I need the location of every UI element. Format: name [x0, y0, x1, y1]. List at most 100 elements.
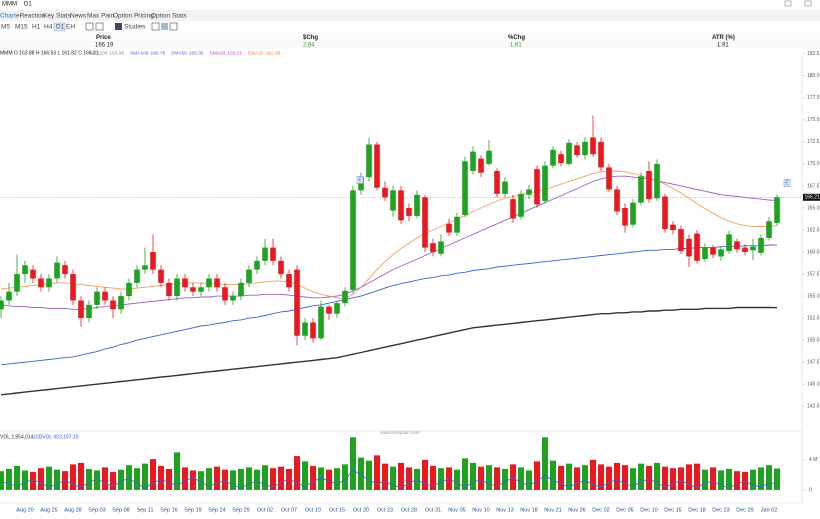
volume-bar	[534, 461, 540, 490]
volume-bar	[406, 467, 412, 490]
volume-bar	[622, 465, 628, 490]
y-tick-label: 170.0	[807, 161, 820, 167]
stat-label: %Chg	[508, 35, 525, 41]
candle-body	[414, 194, 420, 216]
volume-bar	[494, 467, 500, 490]
symbol: MMM	[2, 2, 17, 8]
volume-bar	[438, 468, 444, 490]
candle-body	[366, 144, 372, 178]
x-tick-label: Nov 13	[496, 507, 513, 513]
x-tick-label: Sep 29	[232, 507, 249, 513]
candle-body	[510, 199, 516, 219]
x-tick-label: Oct 07	[281, 507, 297, 513]
stats-bar	[0, 33, 820, 49]
watermark: www.tenoption.com	[380, 430, 419, 435]
y-tick-label: 165.0	[807, 205, 820, 211]
x-tick-label: Sep 19	[184, 507, 201, 513]
tool-icon[interactable]	[115, 23, 122, 30]
x-tick-label: Oct 20	[353, 507, 369, 513]
candle-body	[0, 300, 4, 310]
candle-body	[446, 223, 452, 233]
tool-icon[interactable]	[169, 22, 178, 31]
volume-tick-label: 0	[809, 487, 812, 493]
tool-icon[interactable]	[151, 22, 160, 31]
candle-body	[534, 169, 540, 205]
timeframe-button[interactable]: D1	[56, 24, 65, 31]
tool-icon[interactable]	[161, 23, 168, 30]
tab[interactable]: Max Pain	[87, 13, 114, 20]
volume-bar	[718, 470, 724, 490]
tab[interactable]: Option Stats	[151, 13, 188, 20]
tab-bar	[0, 10, 820, 21]
tool-icon[interactable]	[85, 22, 94, 31]
candle-body	[774, 197, 780, 223]
x-tick-label: Oct 15	[329, 507, 345, 513]
legend-value: 160.78	[150, 50, 165, 56]
event-marker: E	[358, 177, 362, 183]
x-tick-label: Oct 02	[257, 507, 273, 513]
candle-body	[398, 190, 404, 221]
volume-bar	[254, 469, 260, 490]
window-icon[interactable]	[784, 0, 792, 7]
volume-bar	[94, 470, 100, 490]
volume-bar	[366, 460, 372, 490]
studies-button[interactable]: Studies	[124, 24, 146, 31]
candle-body	[462, 161, 468, 216]
window-icon[interactable]	[804, 0, 812, 7]
timeframe-button[interactable]: H4	[44, 24, 53, 31]
volume-bar	[174, 452, 180, 490]
timeframe-button[interactable]: EH	[66, 24, 75, 31]
volume-bar	[606, 466, 612, 490]
tab[interactable]: News	[70, 13, 87, 20]
volume-bar	[454, 469, 460, 490]
volume-bar	[238, 468, 244, 490]
tab[interactable]: Chart	[0, 13, 16, 20]
dvol-line	[0, 469, 777, 489]
candle-body	[374, 144, 380, 188]
tab[interactable]: Option Pricing	[113, 13, 154, 20]
volume-bar	[134, 468, 140, 490]
x-tick-label: Dec 05	[616, 507, 633, 513]
candle-body	[422, 197, 428, 248]
stat-value: 1.91	[717, 43, 729, 49]
volume-bar	[166, 468, 172, 490]
legend-value: 165.86	[189, 50, 204, 56]
volume-bar	[382, 463, 388, 490]
tab[interactable]: Key Stats	[43, 13, 72, 20]
volume-bar	[470, 462, 476, 490]
candle-body	[110, 300, 116, 310]
tool-icon[interactable]	[95, 22, 104, 31]
volume-bar	[302, 461, 308, 490]
candle-body	[150, 252, 156, 270]
x-tick-label: Sep 16	[160, 507, 177, 513]
candle-body	[478, 158, 484, 173]
active-timeframe	[53, 22, 66, 32]
volume-bar	[486, 465, 492, 490]
timeframe-button[interactable]: M5	[1, 24, 10, 31]
candle-body	[646, 170, 652, 200]
candle-body	[54, 262, 60, 279]
volume-bar	[198, 471, 204, 490]
volume-bar	[286, 468, 292, 490]
volume-bar	[750, 469, 756, 490]
candle-body	[382, 187, 388, 198]
timeframe-button[interactable]: M15	[15, 24, 28, 31]
volume-bar	[30, 471, 36, 490]
candle-body	[342, 290, 348, 304]
volume-bar	[478, 466, 484, 490]
volume-bar	[22, 470, 28, 490]
volume-bar	[518, 467, 524, 490]
volume-bar	[334, 468, 340, 490]
y-tick-label: 162.5	[807, 227, 820, 233]
volume-bar	[766, 465, 772, 490]
volume-bar	[678, 467, 684, 490]
volume-bar	[566, 463, 572, 490]
volume-bar	[726, 468, 732, 490]
candle-body	[494, 170, 500, 194]
x-tick-label: Jan 02	[761, 507, 778, 513]
tab[interactable]: eReaction	[16, 13, 46, 20]
timeframe-button[interactable]: H1	[32, 24, 41, 31]
volume-bar	[118, 469, 124, 490]
candle-body	[38, 278, 44, 288]
candle-body	[430, 243, 436, 253]
